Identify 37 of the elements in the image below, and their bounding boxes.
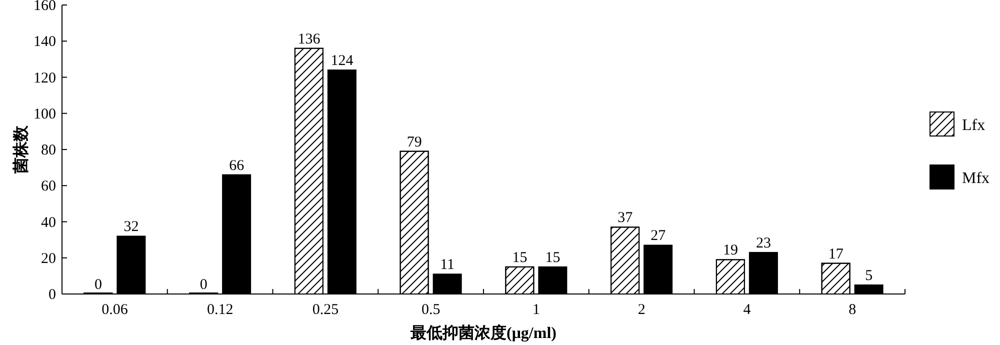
data-label: 0 <box>94 277 102 293</box>
y-tick-label: 160 <box>34 0 56 14</box>
y-tick-label: 60 <box>41 178 56 195</box>
data-label: 124 <box>330 53 354 70</box>
y-tick-label: 100 <box>34 106 56 122</box>
y-tick-label: 140 <box>34 34 56 50</box>
x-tick-label: 0.06 <box>102 302 128 318</box>
x-tick-label: 0.25 <box>312 302 339 318</box>
x-tick-label: 4 <box>743 302 752 318</box>
data-label: 37 <box>618 210 634 226</box>
x-tick-label: 8 <box>848 302 856 318</box>
data-label: 19 <box>722 242 738 259</box>
y-tick-label: 40 <box>41 214 56 231</box>
y-tick-label: 80 <box>41 142 56 158</box>
data-label: 5 <box>865 268 873 284</box>
legend: Lfx Mfx <box>930 112 990 190</box>
data-label: 15 <box>512 250 528 266</box>
y-tick-label: 0 <box>48 287 56 303</box>
x-tick-label: 2 <box>638 302 646 318</box>
legend-label: Mfx <box>962 170 990 187</box>
data-label: 79 <box>406 134 422 150</box>
x-axis-title: 最低抑菌浓度(μg/ml) <box>410 323 556 342</box>
y-axis-title: 菌株数 <box>12 124 30 174</box>
x-tick-label: 0.12 <box>206 302 234 318</box>
data-label: 32 <box>124 219 139 236</box>
data-label: 23 <box>756 235 771 252</box>
data-label: 11 <box>440 257 455 274</box>
data-label: 136 <box>298 31 321 48</box>
x-tick-label: 0.5 <box>421 302 440 318</box>
y-tick-label: 120 <box>34 70 56 86</box>
y-tick-label: 20 <box>41 250 56 267</box>
data-label: 0 <box>200 277 208 293</box>
x-tick-label: 1 <box>532 302 540 318</box>
data-label: 17 <box>828 246 844 262</box>
data-label: 66 <box>229 158 245 174</box>
data-label: 27 <box>650 228 666 244</box>
data-label: 15 <box>545 250 560 266</box>
